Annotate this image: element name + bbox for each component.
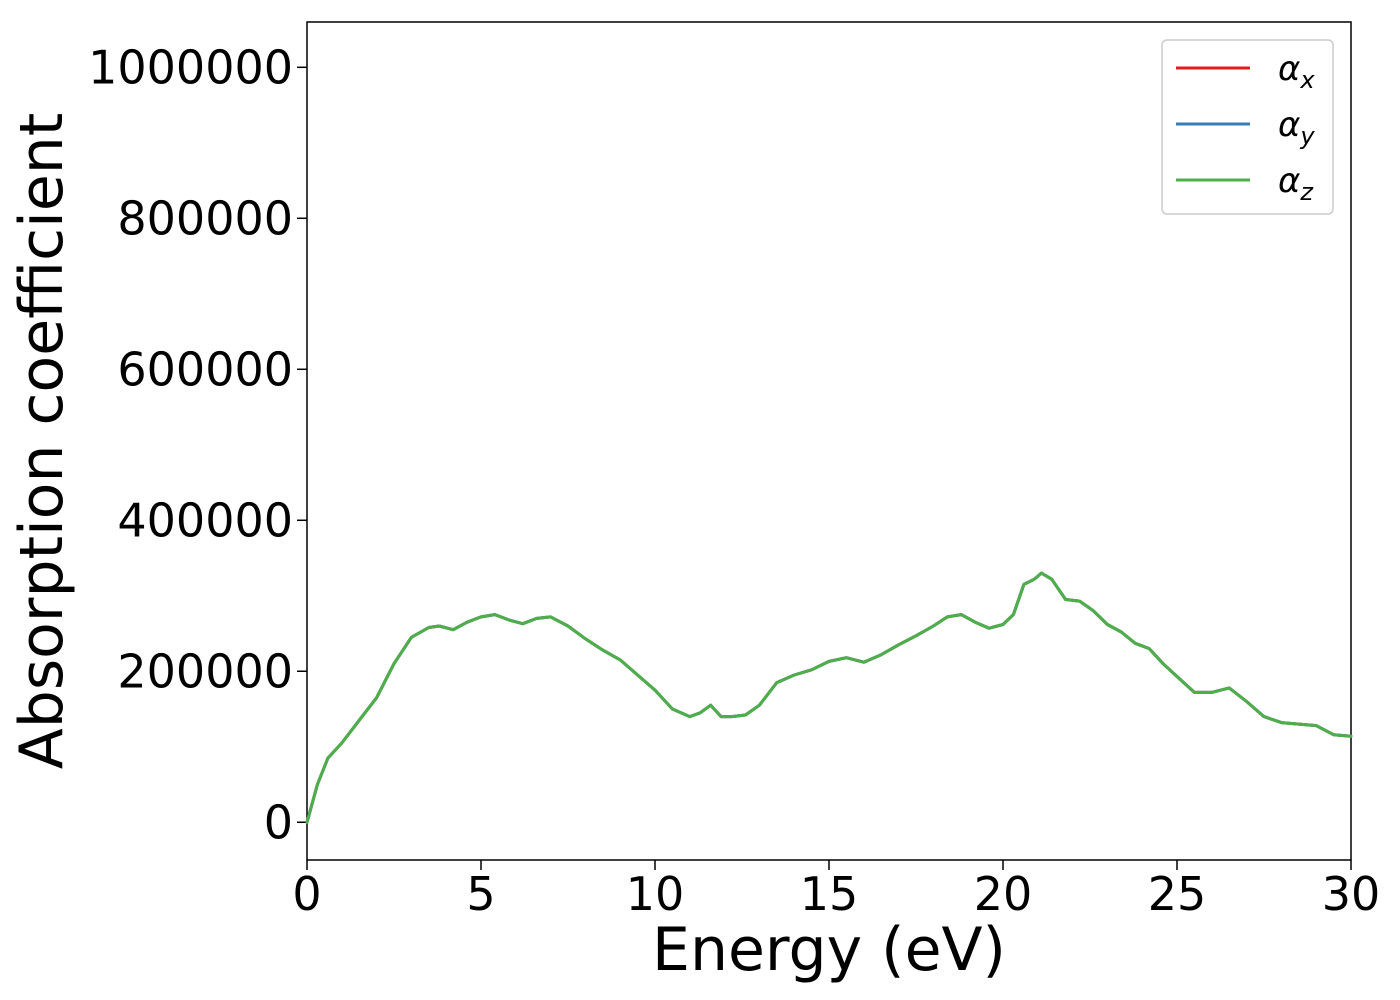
x-tick-label: 5: [466, 867, 495, 921]
x-tick-label: 20: [974, 867, 1033, 921]
x-axis: 0 5 10 15 20 25 30: [292, 860, 1380, 921]
y-tick-label: 200000: [117, 644, 293, 698]
legend: αx αy αz: [1161, 39, 1334, 215]
legend-label: αz: [1278, 161, 1314, 206]
x-tick-label: 30: [1322, 867, 1381, 921]
y-axis: 0 200000 400000 600000 800000 1000000: [88, 40, 307, 849]
y-tick-label: 800000: [117, 191, 293, 245]
x-tick-label: 25: [1148, 867, 1207, 921]
y-axis-label: Absorption coefficient: [7, 113, 77, 770]
x-tick-label: 15: [800, 867, 859, 921]
legend-label: αy: [1278, 105, 1315, 150]
series-lines: [305, 571, 1353, 824]
x-axis-label: Energy (eV): [652, 915, 1006, 985]
y-tick-label: 400000: [117, 493, 293, 547]
y-tick-label: 600000: [117, 342, 293, 396]
legend-box: [1161, 39, 1334, 215]
legend-label: αx: [1278, 49, 1315, 94]
y-tick-label: 1000000: [88, 40, 293, 94]
series-line-2: [305, 571, 1353, 824]
x-tick-label: 0: [292, 867, 321, 921]
x-tick-label: 10: [626, 867, 685, 921]
y-tick-label: 0: [264, 795, 293, 849]
